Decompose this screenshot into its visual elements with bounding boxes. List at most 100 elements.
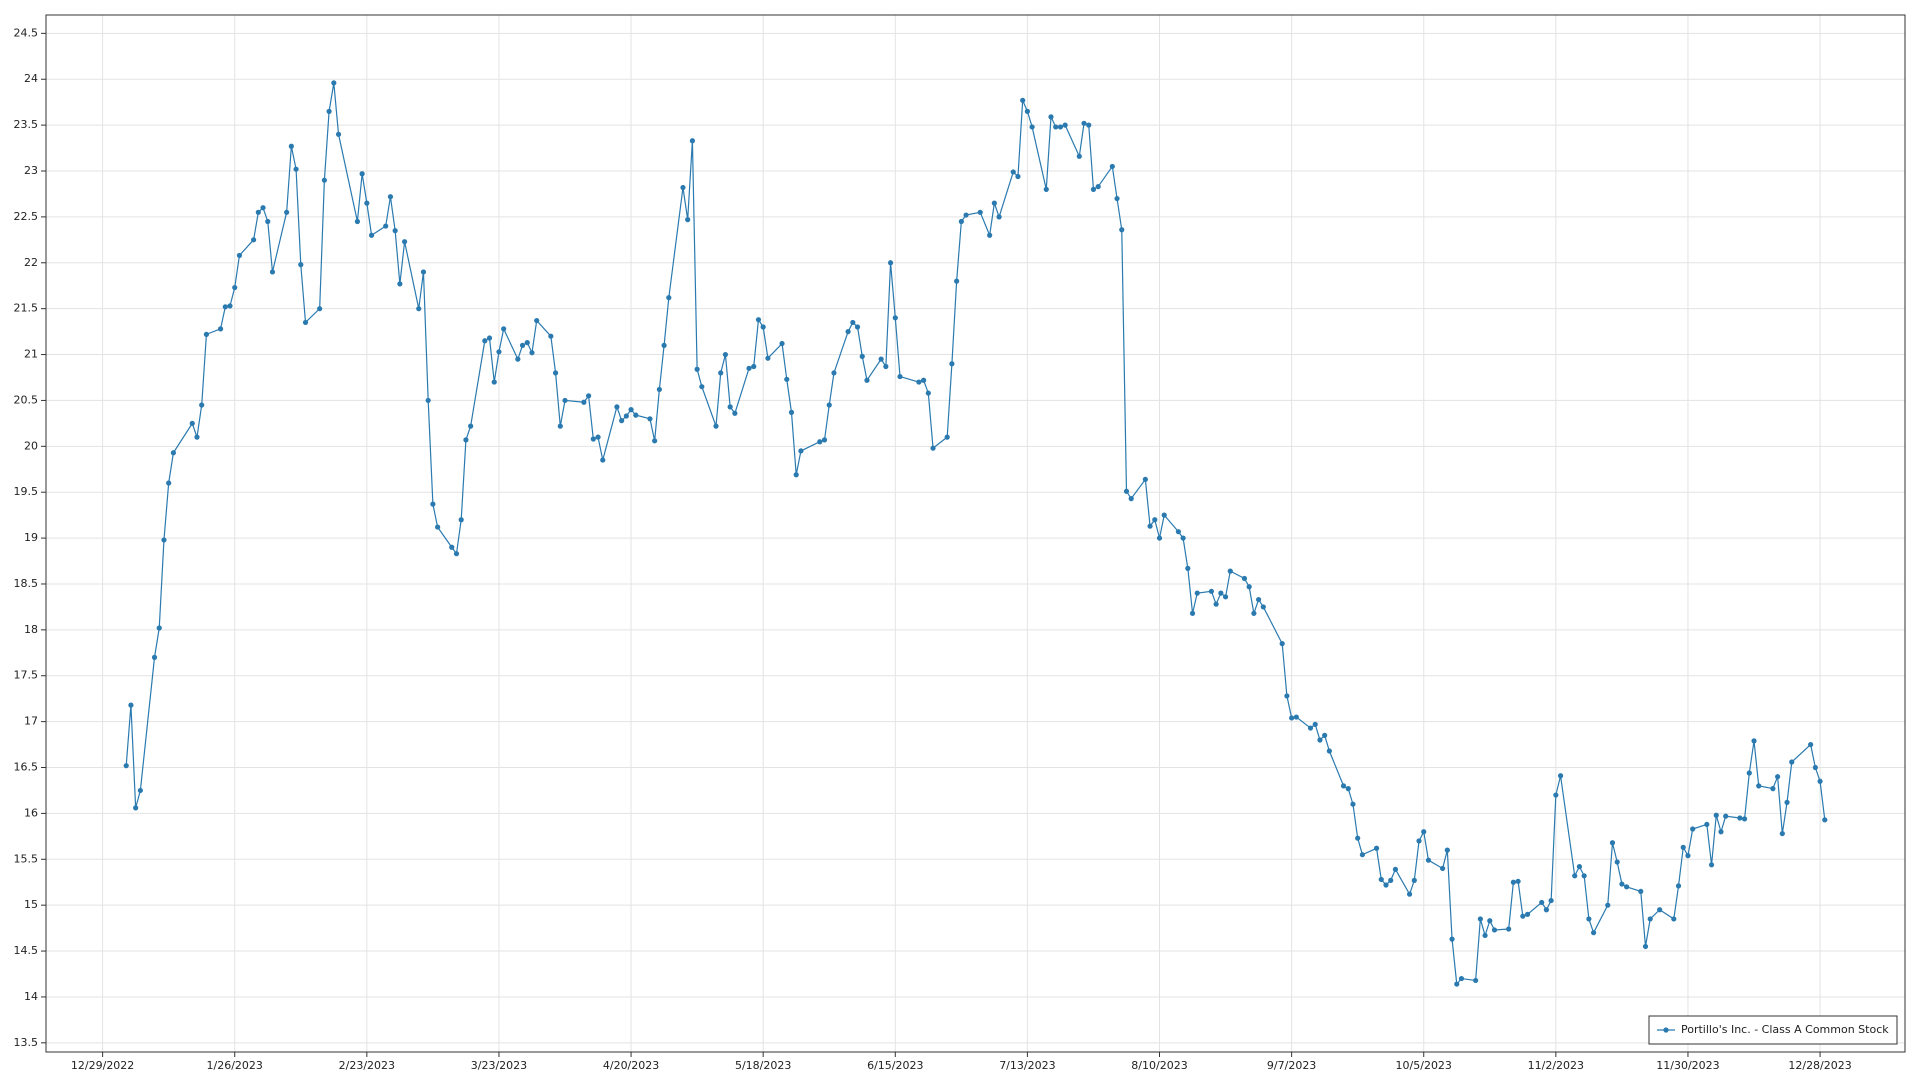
point [1322,732,1328,738]
y-tick-label: 20.5 [14,393,39,406]
point [1378,876,1384,883]
point [1194,590,1200,596]
point [1605,902,1611,908]
point [534,317,540,324]
point [755,317,762,323]
point [354,218,361,225]
point [689,138,696,144]
point [217,326,224,332]
x-tick-label: 2/23/2023 [339,1059,395,1072]
x-tick-label: 5/18/2023 [735,1059,791,1072]
point [284,209,290,215]
point [1737,815,1743,821]
point [552,370,559,376]
point [463,437,469,443]
point [1444,847,1450,853]
point [1458,975,1465,982]
point [1515,878,1521,884]
point [1208,588,1215,594]
point [1487,918,1493,924]
point [1609,840,1616,846]
point [1373,845,1380,851]
point [255,209,261,215]
point [1279,641,1285,647]
point [420,269,427,275]
legend-label: Portillo's Inc. - Class A Common Stock [1681,1023,1889,1036]
point [1586,916,1592,922]
point [425,397,431,404]
point [751,363,757,370]
point [1477,916,1483,922]
y-tick-label: 18.5 [14,577,39,590]
point [1713,812,1719,818]
point [491,379,497,385]
point [326,108,332,114]
point [1090,186,1097,192]
point [586,393,592,399]
y-tick-label: 20 [24,439,38,452]
point [1454,981,1460,987]
point [1307,725,1314,731]
point [788,409,795,415]
x-tick-label: 1/26/2023 [207,1059,263,1072]
point [746,365,752,371]
point [817,439,823,445]
line [125,82,1826,986]
point [887,260,894,266]
point [1289,715,1295,721]
point [1411,877,1417,883]
point [1708,862,1715,868]
point [1746,770,1752,776]
x-tick-label: 12/28/2023 [1788,1059,1851,1072]
point [1590,930,1597,936]
point [991,200,997,206]
point [850,319,856,326]
point [798,448,804,454]
y-tick-label: 21.5 [14,302,39,315]
point [453,551,460,557]
point [1185,565,1191,571]
point [529,350,535,356]
point [1751,738,1757,744]
y-tick-label: 13.5 [14,1036,39,1049]
point [647,416,653,422]
point [1548,897,1554,904]
point [222,304,228,310]
point [1510,879,1516,885]
point [1255,596,1262,603]
point [1293,714,1299,720]
point [614,404,620,410]
point [548,333,554,339]
point [1246,584,1252,590]
point [859,353,865,359]
point [1392,866,1399,872]
point [1770,786,1776,792]
point [1685,853,1691,859]
point [232,284,238,291]
point [963,212,969,218]
point [892,315,898,321]
point [482,338,488,344]
point [1345,786,1351,792]
x-tick-label: 7/13/2023 [999,1059,1055,1072]
y-tick-label: 23.5 [14,118,39,131]
point [128,702,134,708]
point [1756,783,1762,789]
point [656,386,662,393]
y-tick-label: 15 [24,898,38,911]
point [1317,737,1323,743]
point [1114,195,1120,202]
point [1326,748,1332,754]
point [364,200,370,206]
point [727,404,733,410]
point [1822,817,1828,823]
point [562,397,568,404]
point [468,423,474,429]
point [1213,601,1219,607]
point [416,306,422,312]
point [944,434,950,440]
point [600,457,606,463]
point [1147,523,1153,529]
point [321,177,327,183]
point [1624,884,1630,890]
